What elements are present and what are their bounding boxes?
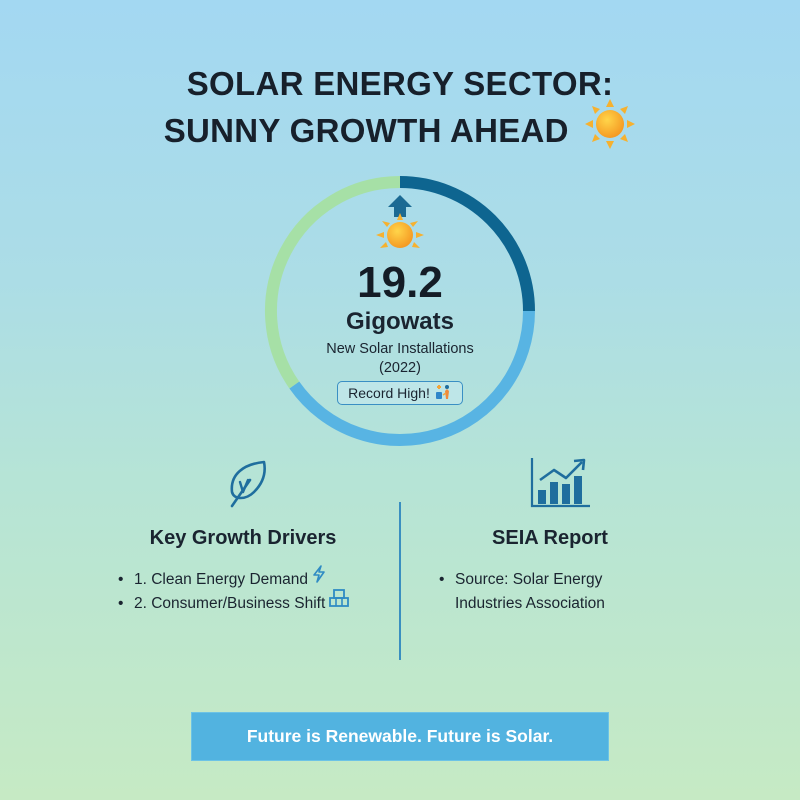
seia-report-list: Source: Solar Energy Industries Associat…: [435, 568, 605, 616]
stat-description-text: New Solar Installations: [326, 341, 474, 357]
list-item-label: 1. Clean Energy Demand: [134, 571, 309, 588]
list-item: Source: Solar Energy Industries Associat…: [435, 568, 605, 616]
list-item: 2. Consumer/Business Shift: [114, 589, 350, 616]
lightning-icon: [312, 565, 326, 591]
stat-description: New Solar Installations (2022): [0, 340, 800, 378]
title-line-2: SUNNY GROWTH AHEAD: [163, 112, 569, 150]
sun-icon: [584, 98, 636, 161]
footer-banner: Future is Renewable. Future is Solar.: [192, 713, 608, 760]
list-item: 1. Clean Energy Demand: [114, 565, 349, 592]
stat-value: 19.2: [357, 258, 443, 307]
ring-segment-green: [265, 176, 401, 389]
source-line-1: Source: Solar Energy: [455, 571, 603, 588]
seia-report-title: SEIA Report: [492, 527, 608, 549]
ring-segment-light-blue: [289, 310, 535, 447]
record-high-badge: Record High!: [337, 381, 463, 405]
growth-chart-icon: [528, 456, 592, 515]
ring-segment-dark-blue: [399, 176, 535, 312]
celebration-icon: [434, 383, 452, 404]
leaf-icon: [224, 458, 270, 513]
footer-banner-text: Future is Renewable. Future is Solar.: [246, 726, 554, 746]
stat-unit: Gigowats: [345, 308, 454, 335]
badge-label: Record High!: [348, 385, 430, 401]
sun-up-arrow-icon: [372, 193, 428, 255]
growth-drivers-list: 1. Clean Energy Demand 2. Consumer/Busin…: [114, 565, 350, 616]
title-line-1: SOLAR ENERGY SECTOR:: [186, 65, 614, 102]
stat-ring: [263, 173, 537, 449]
buildings-icon: [329, 589, 350, 615]
column-divider: [399, 502, 401, 660]
source-line-2: Industries Association: [455, 595, 605, 612]
page-title: SOLAR ENERGY SECTOR: SUNNY GROWTH AHEAD: [0, 62, 800, 161]
key-growth-drivers-title: Key Growth Drivers: [149, 527, 337, 549]
list-item-label: 2. Consumer/Business Shift: [134, 595, 326, 612]
stat-year: (2022): [379, 360, 421, 376]
